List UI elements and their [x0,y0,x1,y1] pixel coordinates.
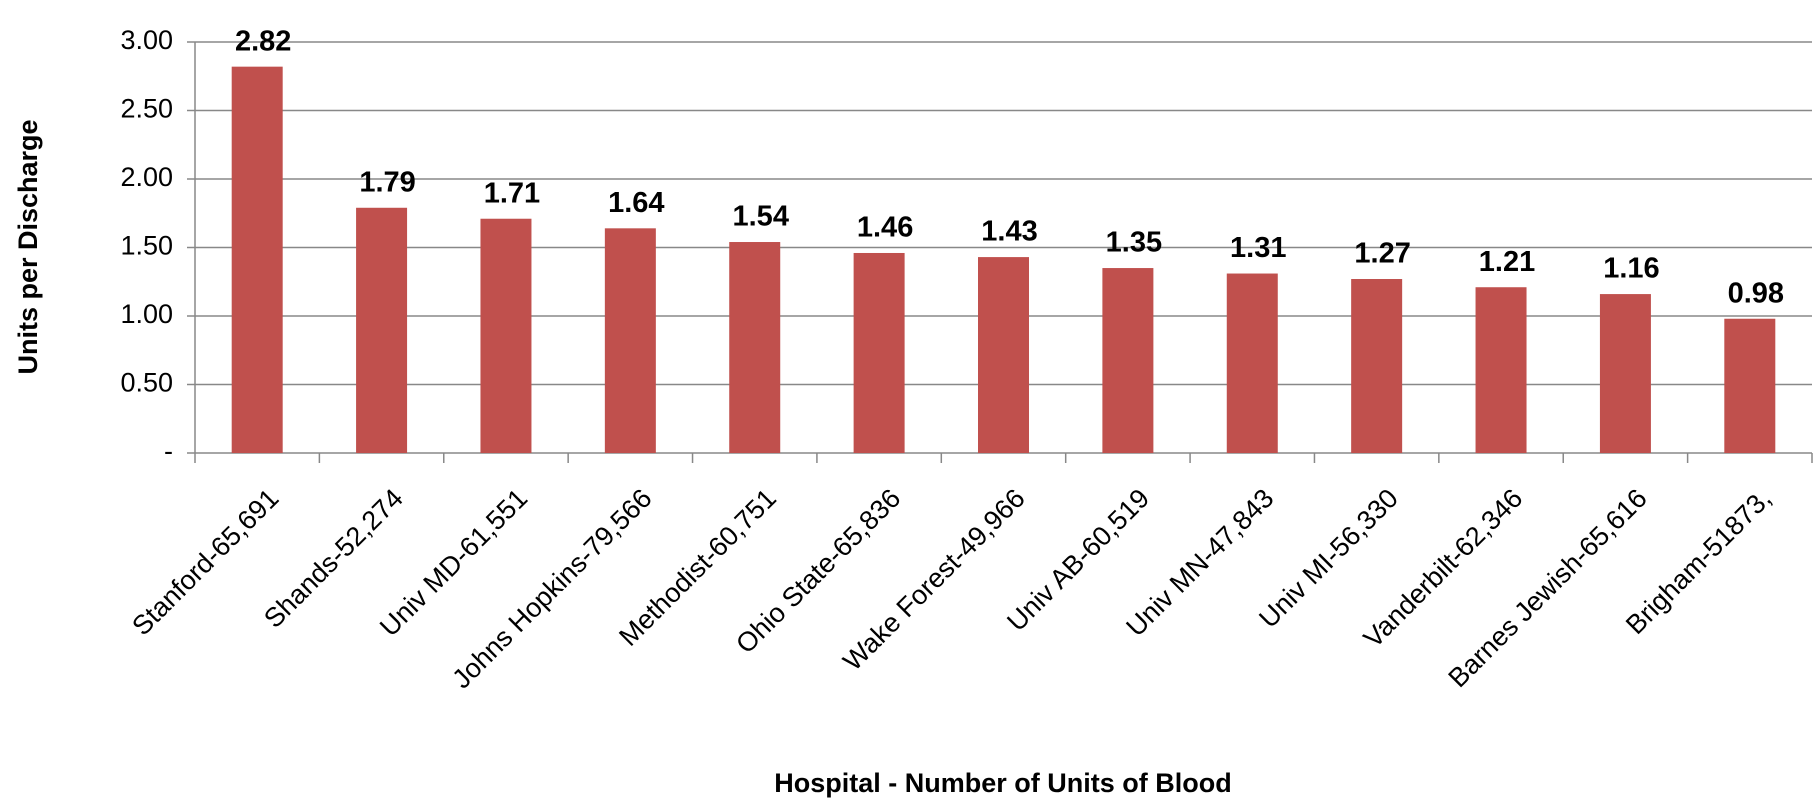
y-tick-label: 1.00 [120,299,173,329]
x-tick-label: Stanford-65,691 [126,483,284,641]
y-tick-label: 0.50 [120,368,173,398]
x-tick-label: Barnes Jewish-65,616 [1443,483,1653,693]
y-tick-label: 2.50 [120,94,173,124]
x-axis-title: Hospital - Number of Units of Blood [774,768,1231,798]
value-label: 1.21 [1479,246,1535,278]
bar [356,207,408,453]
value-label: 1.71 [484,177,540,209]
value-label: 1.16 [1603,253,1659,285]
value-label: 1.64 [608,187,664,219]
bar [231,66,283,453]
bar [1226,273,1278,453]
value-label: 1.35 [1106,227,1162,259]
bar [480,218,532,453]
y-tick-label: 3.00 [120,25,173,55]
value-label: 1.79 [359,166,415,198]
bar [1102,268,1154,453]
y-axis-title: Units per Discharge [13,119,43,374]
value-label: 0.98 [1728,277,1784,309]
bar [604,228,656,453]
y-tick-label: 2.00 [120,162,173,192]
bar [978,257,1029,453]
x-tick-label: Johns Hopkins-79,566 [446,483,657,694]
value-label: 1.27 [1354,238,1410,270]
bar [729,242,781,453]
bar [1475,287,1527,453]
bar [1351,279,1403,453]
value-label: 2.82 [235,25,291,57]
y-tick-label: - [164,436,173,466]
y-tick-label: 1.50 [120,231,173,261]
value-label: 1.31 [1230,232,1286,264]
bar [1599,294,1651,453]
value-label: 1.46 [857,212,913,244]
value-label: 1.54 [733,201,789,233]
value-label: 1.43 [981,216,1037,248]
bar [853,252,905,453]
bar [1724,318,1776,453]
